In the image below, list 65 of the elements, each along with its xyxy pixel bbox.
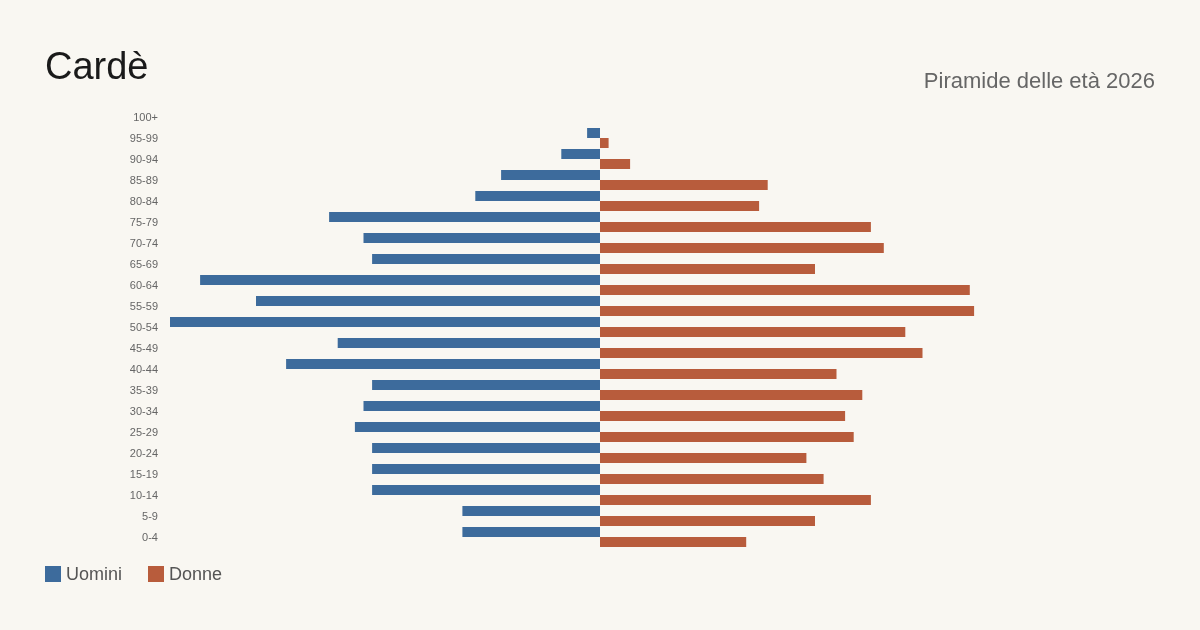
bar xyxy=(372,464,600,474)
y-tick-label: 60-64 xyxy=(129,279,158,291)
bar xyxy=(600,264,815,274)
y-tick-label: 30-34 xyxy=(129,405,158,417)
y-tick-label: 45-49 xyxy=(129,342,158,354)
bar xyxy=(561,149,600,159)
y-tick-label: 75-79 xyxy=(129,216,158,228)
y-tick-label: 50-54 xyxy=(129,321,158,333)
bar xyxy=(600,285,970,295)
y-tick-label: 40-44 xyxy=(129,363,158,375)
bar xyxy=(600,432,854,442)
bar xyxy=(600,474,824,484)
y-tick-label: 70-74 xyxy=(129,237,158,249)
bar xyxy=(329,212,600,222)
bar xyxy=(462,527,600,537)
bar xyxy=(286,359,600,369)
bar xyxy=(372,380,600,390)
legend-label: Uomini xyxy=(66,564,123,584)
bar xyxy=(600,159,631,169)
bar xyxy=(337,338,600,348)
bar xyxy=(600,306,975,316)
y-tick-label: 90-94 xyxy=(129,153,158,165)
bar xyxy=(501,170,600,180)
y-tick-label: 95-99 xyxy=(129,132,158,144)
bar xyxy=(363,401,600,411)
y-tick-label: 55-59 xyxy=(129,300,158,312)
y-tick-label: 80-84 xyxy=(129,195,158,207)
y-tick-label: 85-89 xyxy=(129,174,158,186)
chart-title: Cardè xyxy=(45,45,149,87)
y-tick-label: 15-19 xyxy=(129,468,158,480)
y-tick-label: 0-4 xyxy=(142,531,158,543)
y-tick-label: 20-24 xyxy=(129,447,158,459)
bar xyxy=(600,537,747,547)
bar xyxy=(587,128,600,138)
bar xyxy=(475,191,600,201)
legend-label: Donne xyxy=(169,564,223,584)
bar xyxy=(462,506,600,516)
bar xyxy=(372,254,600,264)
bar xyxy=(372,443,600,453)
bar xyxy=(600,516,815,526)
bar xyxy=(256,296,600,306)
bar xyxy=(600,411,846,421)
bar xyxy=(354,422,600,432)
bar xyxy=(200,275,600,285)
y-tick-label: 5-9 xyxy=(142,510,158,522)
bar xyxy=(600,222,871,232)
bar xyxy=(363,233,600,243)
bar xyxy=(600,180,768,190)
bar xyxy=(600,369,837,379)
bar xyxy=(600,390,863,400)
y-tick-label: 25-29 xyxy=(129,426,158,438)
y-tick-label: 100+ xyxy=(133,111,158,123)
bar xyxy=(600,201,760,211)
bar xyxy=(600,495,871,505)
bar xyxy=(170,317,600,327)
bar xyxy=(600,327,906,337)
bar xyxy=(600,138,609,148)
bar xyxy=(600,453,807,463)
y-tick-label: 10-14 xyxy=(129,489,158,501)
bar xyxy=(372,485,600,495)
bar xyxy=(600,243,884,253)
text: Piramide delle età 2026 xyxy=(923,67,1156,93)
y-tick-label: 35-39 xyxy=(129,384,158,396)
y-tick-label: 65-69 xyxy=(129,258,158,270)
bar xyxy=(600,348,923,358)
